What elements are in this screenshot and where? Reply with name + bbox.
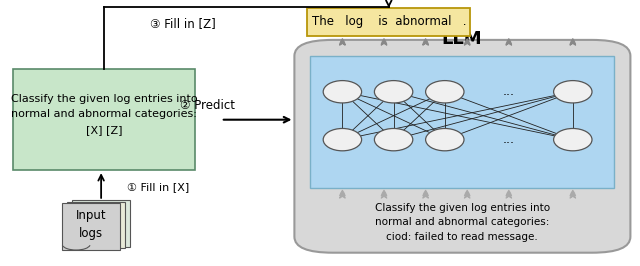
Text: LLM: LLM: [442, 30, 483, 48]
Ellipse shape: [426, 81, 464, 103]
FancyBboxPatch shape: [13, 69, 195, 170]
Text: ① Fill in [X]: ① Fill in [X]: [127, 182, 189, 193]
Ellipse shape: [426, 128, 464, 151]
Text: The   log    is  abnormal   .: The log is abnormal .: [312, 15, 466, 28]
FancyBboxPatch shape: [310, 56, 614, 188]
FancyBboxPatch shape: [294, 40, 630, 253]
Text: ...: ...: [503, 85, 515, 98]
Text: ...: ...: [503, 133, 515, 146]
FancyBboxPatch shape: [72, 200, 130, 247]
Ellipse shape: [554, 128, 592, 151]
Text: Input
logs: Input logs: [76, 209, 106, 240]
Ellipse shape: [374, 81, 413, 103]
Ellipse shape: [554, 81, 592, 103]
Ellipse shape: [323, 128, 362, 151]
FancyBboxPatch shape: [67, 202, 125, 248]
Text: Classify the given log entries into
normal and abnormal categories:
ciod: failed: Classify the given log entries into norm…: [374, 203, 550, 242]
Ellipse shape: [323, 81, 362, 103]
Ellipse shape: [374, 128, 413, 151]
FancyBboxPatch shape: [307, 8, 470, 36]
Text: ② Predict: ② Predict: [180, 99, 236, 111]
FancyBboxPatch shape: [62, 203, 120, 250]
Text: Classify the given log entries into
normal and abnormal categories:
[X] [Z]: Classify the given log entries into norm…: [11, 94, 197, 135]
Text: ③ Fill in [Z]: ③ Fill in [Z]: [150, 18, 215, 30]
